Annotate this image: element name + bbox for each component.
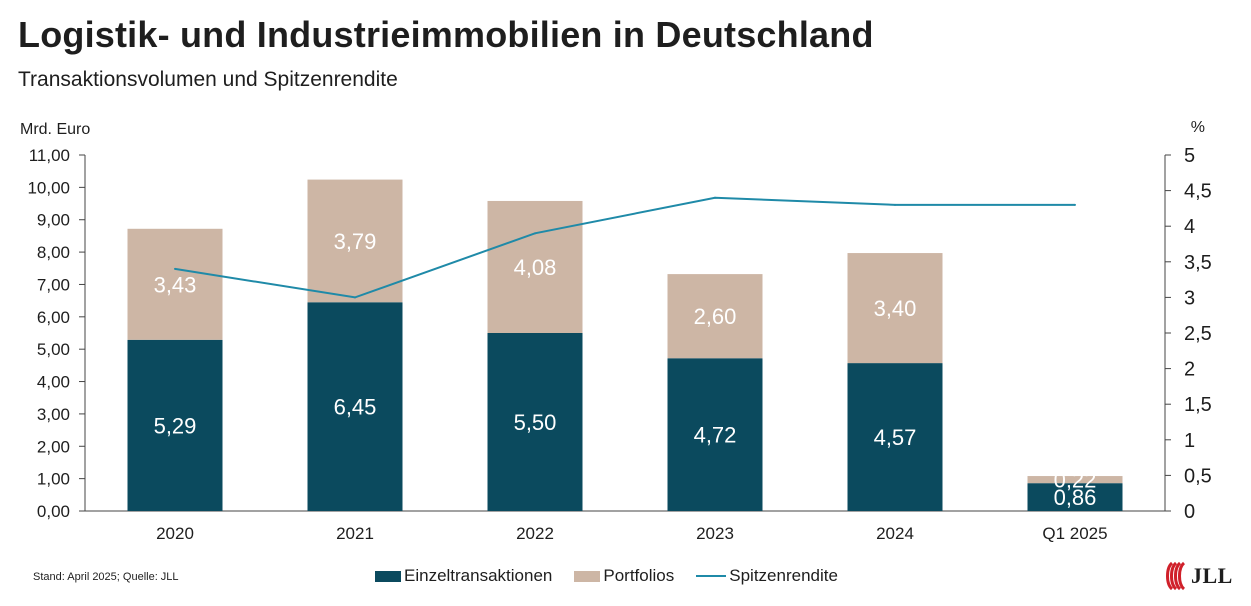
bar-portfolios <box>307 179 403 303</box>
left-axis-tick-label: 3,00 <box>37 405 70 424</box>
left-axis-tick-label: 7,00 <box>37 275 70 294</box>
line-point-spitzenrendite <box>1074 203 1076 206</box>
bar-einzeltransaktionen <box>127 339 223 511</box>
right-axis-tick-label: 3,5 <box>1184 252 1212 274</box>
line-point-spitzenrendite <box>354 296 356 299</box>
left-axis-tick-label: 4,00 <box>37 373 70 392</box>
bar-data-label-einzeltransaktionen: 4,72 <box>694 423 737 448</box>
line-point-spitzenrendite <box>174 267 176 270</box>
left-axis-tick-label: 2,00 <box>37 437 70 456</box>
x-axis-category-label: Q1 2025 <box>1042 524 1107 543</box>
left-axis-tick-label: 9,00 <box>37 211 70 230</box>
x-axis-category-label: 2021 <box>336 524 374 543</box>
line-point-spitzenrendite <box>894 203 896 206</box>
right-axis-tick-label: 4 <box>1184 216 1195 238</box>
bar-portfolios <box>1027 476 1123 484</box>
right-axis-tick-label: 4,5 <box>1184 181 1212 203</box>
right-axis-title: % <box>1191 119 1205 136</box>
bar-einzeltransaktionen <box>487 333 583 511</box>
bar-portfolios <box>847 253 943 364</box>
legend-swatch-portfolios <box>574 570 601 582</box>
right-axis-tick-label: 2,5 <box>1184 323 1212 345</box>
source-footnote: Stand: April 2025; Quelle: JLL <box>33 571 179 583</box>
legend-swatch-einzeltransaktionen <box>375 570 401 582</box>
bar-portfolios <box>667 274 763 359</box>
left-axis-tick-label: 0,00 <box>37 502 70 521</box>
chart-subtitle: Transaktionsvolumen und Spitzenrendite <box>18 68 398 91</box>
right-axis-tick-label: 2 <box>1184 359 1195 381</box>
left-axis-tick-label: 10,00 <box>27 178 70 197</box>
bar-data-label-portfolios: 3,79 <box>334 229 377 254</box>
x-axis-category-label: 2024 <box>876 524 914 543</box>
line-point-spitzenrendite <box>714 196 716 199</box>
left-axis-tick-label: 8,00 <box>37 243 70 262</box>
chart-title: Logistik- und Industrieimmobilien in Deu… <box>18 14 874 55</box>
left-axis-tick-label: 11,00 <box>29 146 70 165</box>
line-point-spitzenrendite <box>534 232 536 235</box>
right-axis-tick-label: 5 <box>1184 145 1195 167</box>
left-axis-tick-label: 6,00 <box>37 308 70 327</box>
right-axis-tick-label: 1,5 <box>1184 394 1212 416</box>
bar-data-label-portfolios: 3,40 <box>874 296 917 321</box>
x-axis-category-label: 2020 <box>156 524 194 543</box>
chart-legend: Einzeltransaktionen Portfolios Spitzenre… <box>375 566 860 586</box>
jll-logo-icon <box>1166 561 1186 591</box>
bar-data-label-einzeltransaktionen: 6,45 <box>334 395 377 420</box>
legend-swatch-spitzenrendite <box>696 575 727 577</box>
legend-label-portfolios: Portfolios <box>603 566 675 585</box>
bar-data-label-einzeltransaktionen: 5,50 <box>514 410 557 435</box>
x-axis-category-label: 2023 <box>696 524 734 543</box>
bar-portfolios <box>127 228 223 340</box>
bar-portfolios <box>487 200 583 333</box>
right-axis-tick-label: 1 <box>1184 430 1195 452</box>
right-axis-tick-label: 0 <box>1184 501 1195 523</box>
line-spitzenrendite <box>174 196 1075 299</box>
right-axis-tick-label: 0,5 <box>1184 465 1212 487</box>
bar-einzeltransaktionen <box>307 302 403 511</box>
legend-item-portfolios: Portfolios <box>574 566 674 586</box>
right-axis-tick-label: 3 <box>1184 287 1195 309</box>
bar-data-label-portfolios: 3,43 <box>154 272 197 297</box>
bar-data-label-portfolios: 0,22 <box>1054 468 1097 493</box>
legend-label-spitzenrendite: Spitzenrendite <box>729 566 838 585</box>
bar-einzeltransaktionen <box>847 363 943 511</box>
bar-einzeltransaktionen <box>1027 483 1123 511</box>
bar-data-label-portfolios: 4,08 <box>514 255 557 280</box>
left-axis-tick-label: 1,00 <box>37 470 70 489</box>
bar-einzeltransaktionen <box>667 358 763 511</box>
left-axis-tick-label: 5,00 <box>37 340 70 359</box>
legend-item-einzeltransaktionen: Einzeltransaktionen <box>375 566 552 586</box>
legend-item-spitzenrendite: Spitzenrendite <box>696 566 838 586</box>
bar-data-label-einzeltransaktionen: 5,29 <box>154 413 197 438</box>
bar-data-label-einzeltransaktionen: 4,57 <box>874 425 917 450</box>
x-axis-category-label: 2022 <box>516 524 554 543</box>
bar-data-label-portfolios: 2,60 <box>694 304 737 329</box>
jll-logo: JLL <box>1163 560 1233 592</box>
left-axis-title: Mrd. Euro <box>20 121 90 138</box>
bar-data-label-einzeltransaktionen: 0,86 <box>1054 485 1097 510</box>
jll-logo-text: JLL <box>1191 563 1233 588</box>
legend-label-einzeltransaktionen: Einzeltransaktionen <box>404 566 553 585</box>
